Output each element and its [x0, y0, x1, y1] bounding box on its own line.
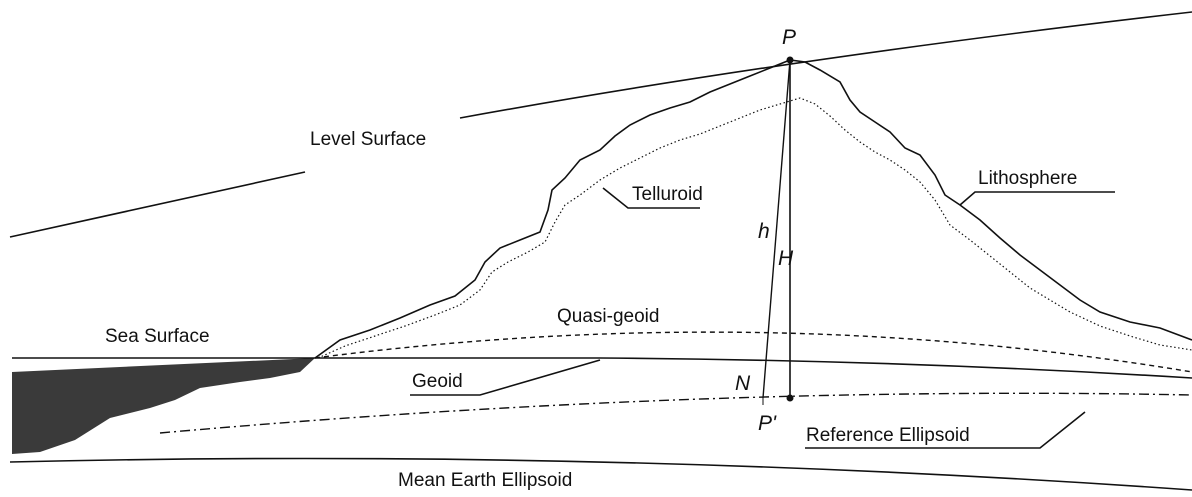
lithosphere: [314, 59, 1192, 359]
label-h: h: [758, 220, 770, 243]
lithosphere-leader: [959, 191, 1115, 206]
geoid-leader: [410, 359, 601, 396]
label-p-prime: P': [758, 412, 777, 435]
label-quasi-geoid: Quasi-geoid: [557, 306, 659, 327]
reference-ellipsoid: [159, 392, 1192, 434]
label-n: N: [735, 372, 751, 395]
label-p: P: [782, 26, 796, 49]
point-p-prime: [786, 394, 794, 402]
label-lithosphere: Lithosphere: [978, 168, 1077, 189]
label-telluroid: Telluroid: [632, 184, 703, 205]
label-mean-earth-ellipsoid: Mean Earth Ellipsoid: [398, 470, 572, 491]
reference-ellipsoid-leader: [805, 411, 1086, 449]
geoid: [12, 357, 1192, 379]
label-level-surface: Level Surface: [310, 129, 426, 150]
label-sea-surface: Sea Surface: [105, 326, 210, 347]
level-surface-line: [459, 11, 1192, 119]
label-H: H: [778, 247, 794, 270]
level-surface-line: [9, 171, 306, 238]
telluroid: [317, 97, 1192, 359]
label-reference-ellipsoid: Reference Ellipsoid: [806, 425, 970, 446]
sea: [12, 358, 315, 454]
point-p: [786, 56, 794, 64]
mean-earth-ellipsoid: [9, 457, 1192, 491]
label-geoid: Geoid: [412, 371, 463, 392]
ellipsoidal-height-line: [762, 59, 791, 399]
quasi-geoid: [314, 331, 1192, 373]
telluroid-leader: [602, 187, 700, 209]
